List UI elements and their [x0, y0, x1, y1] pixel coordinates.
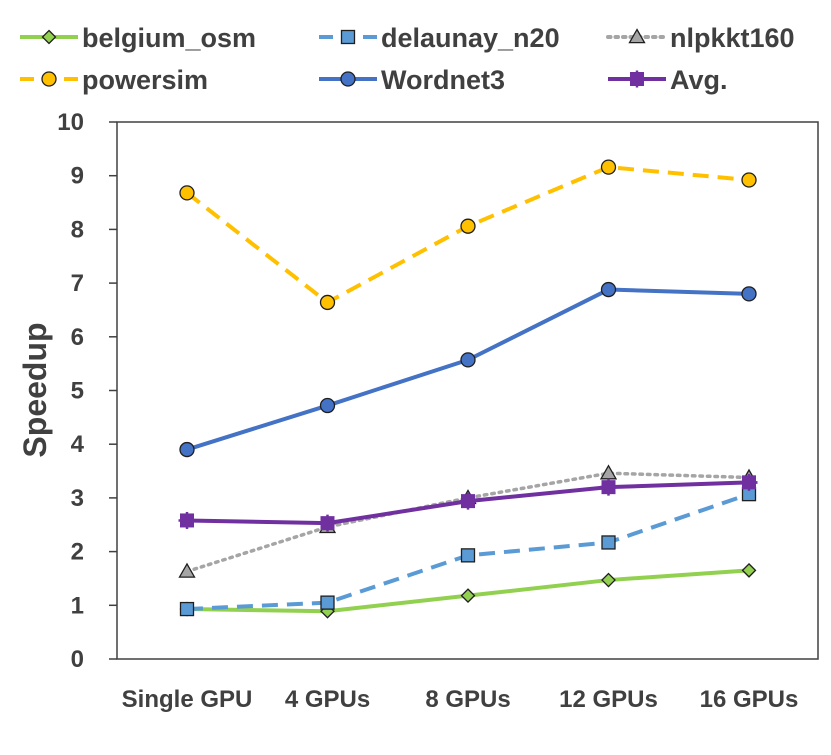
- series-belgium-osm: [179, 562, 757, 619]
- y-axis-ticks: 0 1 2 3 4 5 6 7 8 9 10: [57, 109, 117, 673]
- data-point: [178, 562, 196, 578]
- legend-label: nlpkkt160: [670, 23, 795, 53]
- y-tick-label: 6: [71, 324, 84, 351]
- legend-marker: [628, 28, 646, 44]
- x-tick-label: 8 GPUs: [425, 686, 510, 713]
- legend-item: Avg.: [608, 65, 728, 95]
- data-point: [460, 218, 476, 234]
- data-point: [741, 172, 757, 188]
- data-point: [460, 548, 476, 563]
- y-tick-label: 1: [71, 592, 84, 619]
- legend: belgium_osm delaunay_n20 nlpkkt160 powersim…: [20, 23, 795, 95]
- legend-label: delaunay_n20: [381, 23, 560, 53]
- y-tick-label: 0: [71, 646, 84, 673]
- data-point: [601, 535, 616, 550]
- data-point: [600, 281, 617, 298]
- y-tick-label: 4: [71, 431, 85, 458]
- data-point: [741, 286, 757, 302]
- series-group: [178, 159, 758, 619]
- y-tick-label: 3: [71, 485, 84, 512]
- legend-marker: [628, 70, 646, 88]
- data-point: [178, 511, 196, 529]
- legend-item: delaunay_n20: [319, 23, 560, 53]
- x-axis-ticks: Single GPU 4 GPUs 8 GPUs 12 GPUs 16 GPUs: [122, 686, 799, 713]
- series-line: [186, 287, 750, 452]
- legend-marker: [340, 29, 356, 45]
- data-point: [179, 601, 195, 617]
- data-point: [459, 492, 477, 510]
- legend-item: powersim: [20, 65, 208, 95]
- y-tick-label: 7: [71, 270, 84, 297]
- legend-label: powersim: [82, 65, 208, 95]
- legend-item: belgium_osm: [20, 23, 256, 53]
- legend-item: Wordnet3: [319, 65, 505, 95]
- data-point: [600, 159, 617, 175]
- legend-marker: [41, 29, 57, 45]
- legend-item: nlpkkt160: [606, 23, 795, 53]
- legend-label: Wordnet3: [381, 65, 505, 95]
- y-tick-label: 2: [71, 539, 84, 566]
- series-avg: [178, 473, 758, 532]
- plot-area-frame: [116, 121, 819, 660]
- legend-label: Avg.: [670, 65, 728, 95]
- y-tick-label: 9: [71, 163, 84, 190]
- legend-marker: [41, 71, 57, 87]
- data-point: [319, 514, 336, 532]
- data-point: [740, 473, 758, 491]
- y-axis-label: Speedup: [17, 322, 53, 457]
- data-point: [600, 478, 617, 496]
- data-point: [319, 397, 336, 414]
- data-point: [319, 294, 336, 311]
- legend-label: belgium_osm: [82, 23, 256, 53]
- data-point: [320, 595, 335, 610]
- x-tick-label: Single GPU: [122, 686, 253, 713]
- data-point: [460, 352, 476, 368]
- series-line: [185, 165, 750, 305]
- series-powersim: [179, 159, 757, 311]
- series-delaunay-n20: [179, 486, 757, 617]
- data-point: [741, 562, 757, 578]
- x-tick-label: 12 GPUs: [559, 686, 658, 713]
- data-point: [601, 572, 616, 588]
- y-tick-label: 8: [71, 216, 84, 243]
- series-wordnet3: [179, 281, 757, 458]
- data-point: [460, 588, 476, 604]
- y-tick-label: 10: [57, 109, 84, 136]
- legend-marker: [340, 71, 356, 87]
- data-point: [179, 441, 195, 458]
- y-tick-label: 5: [71, 378, 84, 405]
- x-tick-label: 4 GPUs: [285, 686, 370, 713]
- x-tick-label: 16 GPUs: [700, 686, 799, 713]
- data-point: [179, 185, 195, 201]
